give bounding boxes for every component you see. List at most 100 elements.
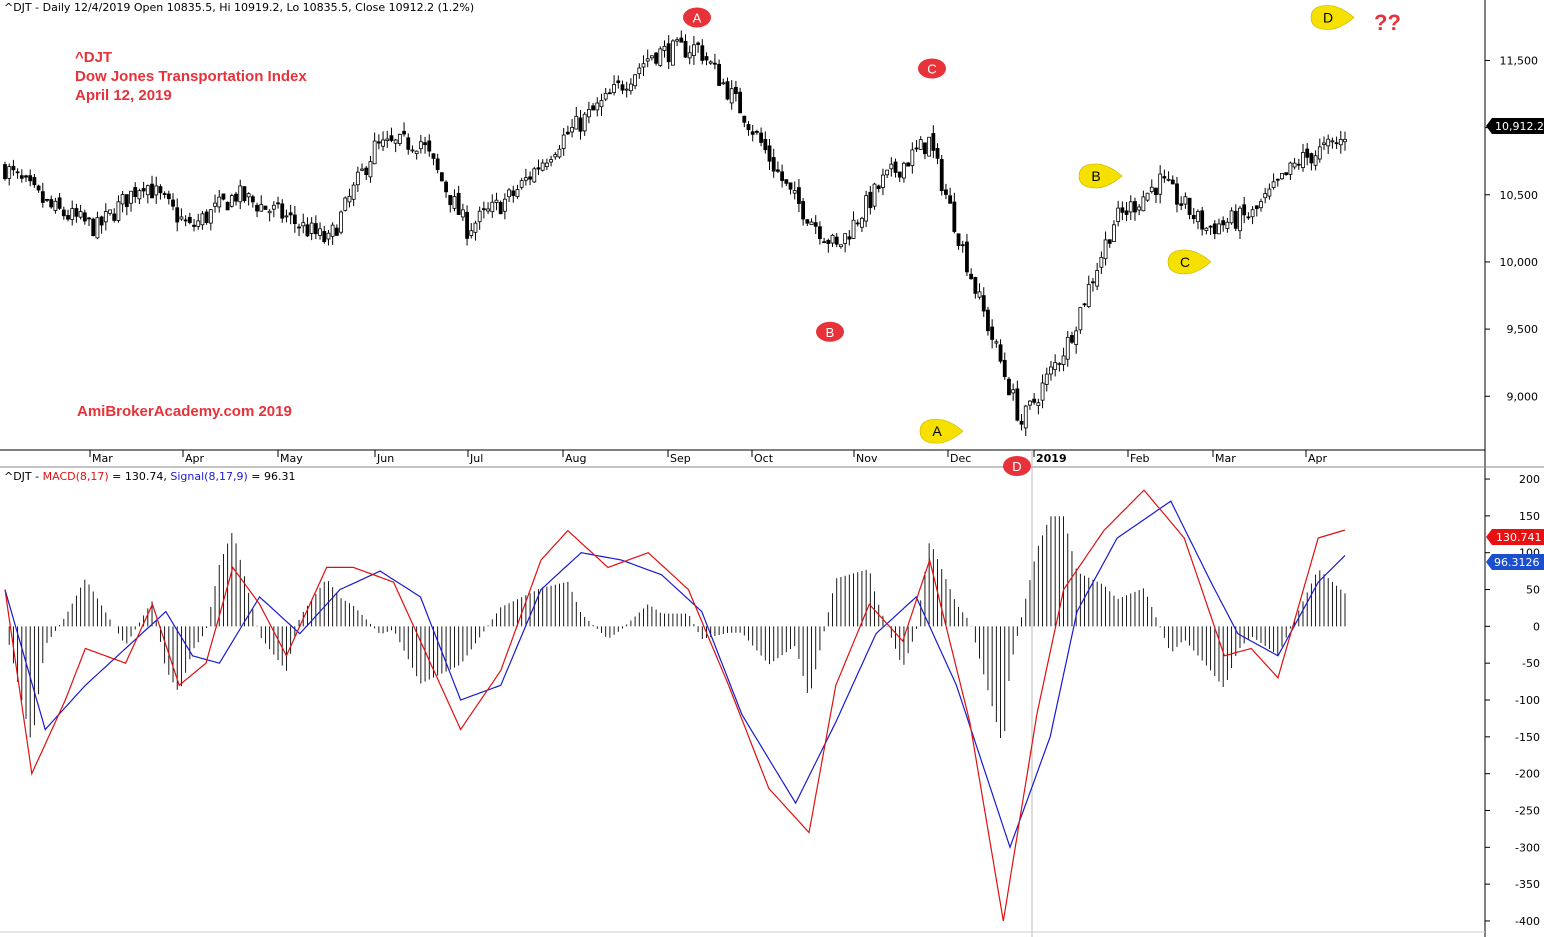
month-label: Mar: [1215, 452, 1236, 465]
candle-body: [607, 92, 612, 95]
candle-body: [364, 167, 369, 176]
candle-body: [860, 217, 864, 228]
candle-body: [1023, 405, 1028, 429]
month-label: Aug: [565, 452, 586, 465]
candle-body: [57, 197, 62, 209]
candle-body: [229, 195, 234, 207]
candle-body: [1238, 207, 1242, 232]
candle-body: [738, 91, 743, 114]
macd-tick-label: -300: [1515, 841, 1540, 854]
signal-last-value: 96.3126: [1494, 556, 1540, 569]
candle-body: [990, 326, 995, 340]
candle-body: [1254, 205, 1259, 209]
candle-body: [742, 115, 747, 123]
candle-body: [150, 183, 154, 199]
candle-body: [1074, 330, 1079, 345]
candle-body: [813, 222, 818, 227]
candle-body: [66, 215, 70, 220]
candle-body: [1217, 223, 1221, 235]
candle-body: [263, 205, 268, 210]
candle-body: [881, 174, 885, 188]
candle-body: [889, 163, 894, 170]
candle-body: [872, 183, 877, 207]
candle-body: [250, 196, 255, 203]
candle-body: [801, 201, 806, 220]
candle-body: [540, 162, 545, 171]
wave-marker-d: [1310, 5, 1355, 30]
candle-body: [225, 201, 230, 211]
candle-body: [1334, 142, 1339, 145]
candle-body: [1191, 215, 1196, 220]
candle-body: [591, 105, 595, 111]
candle-body: [103, 211, 108, 223]
candle-body: [1200, 210, 1205, 230]
signal-line: [4, 500, 1346, 850]
candle-body: [1275, 178, 1280, 181]
candle-body: [1317, 146, 1322, 160]
candle-body: [986, 309, 990, 332]
candle-body: [1128, 201, 1133, 213]
candle-body: [481, 208, 486, 211]
wave-badge-d: [1003, 456, 1031, 476]
candle-body: [1057, 363, 1062, 365]
candle-body: [32, 177, 37, 186]
candle-body: [74, 208, 79, 217]
candle-body: [1212, 223, 1217, 234]
candle-body: [675, 39, 680, 42]
month-label: Jun: [376, 452, 394, 465]
candle-body: [528, 176, 532, 180]
candle-body: [255, 204, 259, 212]
candle-body: [918, 139, 923, 150]
candle-body: [53, 200, 58, 211]
candle-body: [91, 218, 96, 237]
candle-body: [713, 62, 717, 65]
month-label: Apr: [185, 452, 205, 465]
candle-body: [1301, 152, 1305, 168]
candle-body: [851, 219, 856, 239]
candle-body: [1187, 197, 1192, 215]
candle-body: [234, 193, 238, 202]
candle-body: [271, 204, 276, 210]
candle-body: [515, 189, 520, 197]
candle-body: [902, 162, 906, 179]
macd-last-value: 130.741: [1496, 531, 1542, 544]
candle-body: [1145, 192, 1150, 201]
price-tick-label: 10,000: [1500, 256, 1539, 269]
candle-body: [939, 159, 944, 192]
price-tick-label: 11,500: [1500, 54, 1539, 67]
candle-body: [603, 92, 608, 100]
candle-body: [1166, 178, 1171, 181]
candle-body: [61, 209, 66, 217]
candle-body: [1288, 162, 1293, 175]
candle-body: [154, 185, 159, 196]
signal-eq: = 96.31: [248, 470, 296, 483]
candle-body: [830, 234, 835, 244]
macd-histogram: [8, 516, 1346, 739]
candle-body: [141, 188, 146, 192]
candle-body: [1242, 204, 1247, 216]
candle-body: [599, 100, 604, 108]
candle-body: [435, 158, 440, 171]
candle-body: [7, 166, 12, 179]
candle-body: [444, 181, 448, 193]
question-marks: ??: [1374, 10, 1401, 35]
candle-body: [1284, 172, 1289, 176]
candle-body: [1019, 420, 1024, 425]
candle-body: [960, 244, 965, 247]
candle-body: [839, 244, 843, 248]
candle-body: [1338, 138, 1343, 146]
candle-body: [1036, 402, 1041, 406]
candle-body: [734, 86, 738, 94]
candle-body: [864, 195, 869, 222]
candle-body: [1204, 227, 1209, 231]
macd-prefix: ^DJT -: [4, 470, 43, 483]
candle-body: [313, 223, 318, 235]
candle-body: [1002, 359, 1007, 377]
candle-body: [557, 148, 562, 158]
candle-body: [721, 82, 726, 85]
candle-body: [166, 193, 171, 200]
wave-badge-label: D: [1012, 459, 1021, 474]
candle-body: [99, 216, 104, 226]
candle-body: [1149, 186, 1154, 193]
